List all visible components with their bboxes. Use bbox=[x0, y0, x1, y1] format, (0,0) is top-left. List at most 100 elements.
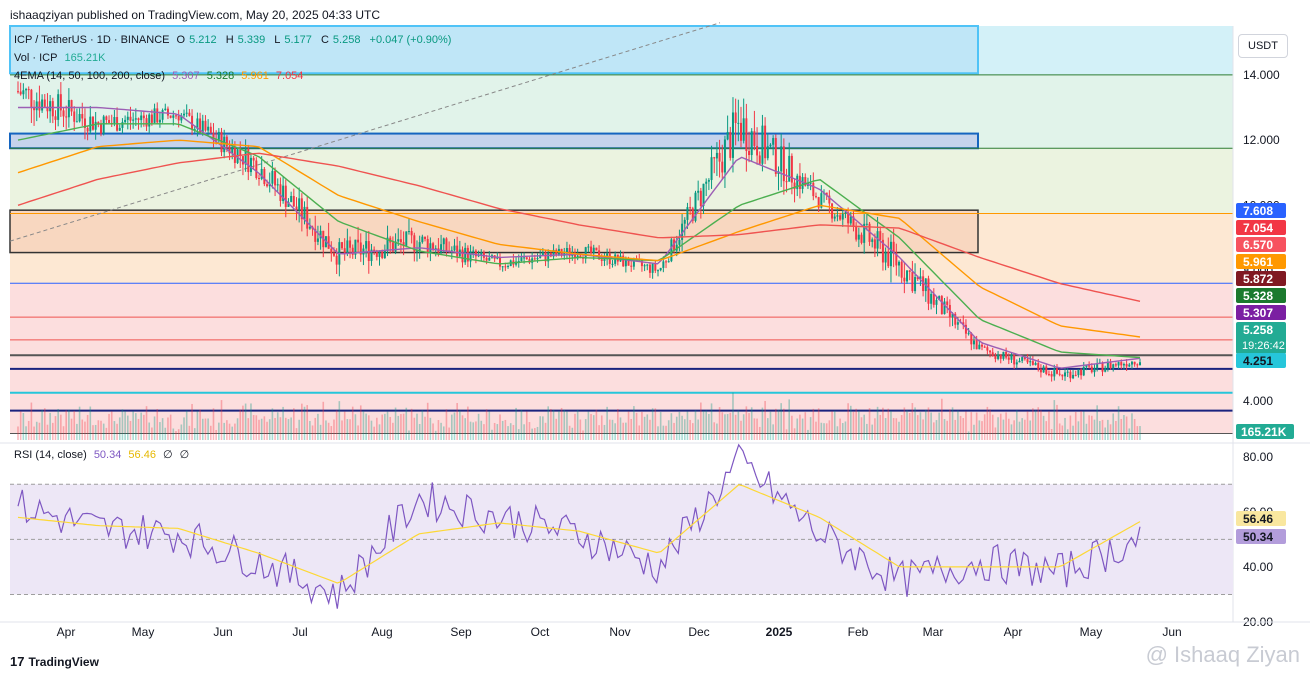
volume-bar bbox=[871, 424, 874, 440]
candle-body bbox=[271, 170, 274, 184]
volume-tag bbox=[1236, 424, 1294, 439]
candle-body bbox=[587, 246, 590, 248]
candle-body bbox=[169, 115, 172, 118]
volume-bar bbox=[1056, 404, 1058, 440]
candle-body bbox=[994, 355, 997, 359]
ema14-value: 5.307 bbox=[172, 70, 200, 82]
volume-bar bbox=[89, 406, 92, 440]
volume-bar bbox=[223, 422, 225, 440]
symbol-name[interactable]: ICP / TetherUS · 1D · BINANCE bbox=[14, 34, 170, 46]
time-axis-label: Nov bbox=[609, 625, 630, 639]
candle-body bbox=[555, 249, 558, 256]
volume-bar bbox=[991, 414, 994, 440]
rsi-label[interactable]: RSI (14, close) bbox=[14, 449, 87, 461]
candle-body bbox=[855, 226, 858, 240]
candle-body bbox=[1125, 363, 1128, 367]
volume-bar bbox=[199, 409, 201, 440]
price-tag bbox=[1236, 203, 1286, 218]
candle-body bbox=[648, 264, 651, 273]
candle-body bbox=[1069, 371, 1072, 379]
rsi-value: 50.34 bbox=[93, 449, 122, 461]
volume-bar bbox=[132, 411, 134, 440]
rsi-line bbox=[17, 443, 1141, 609]
volume-bar bbox=[1120, 418, 1123, 440]
volume-bar bbox=[405, 407, 408, 440]
volume-bar bbox=[1040, 410, 1042, 440]
candle-body bbox=[782, 146, 785, 182]
candle-body bbox=[19, 91, 22, 95]
candle-body bbox=[683, 219, 686, 224]
volume-bar bbox=[185, 410, 188, 440]
candle-body bbox=[670, 239, 673, 262]
volume-bar bbox=[724, 414, 726, 440]
volume-bar bbox=[512, 424, 515, 440]
candle-body bbox=[121, 122, 124, 128]
volume-bar bbox=[102, 423, 105, 440]
volume-bar bbox=[397, 415, 400, 440]
volume-bar bbox=[517, 429, 520, 440]
volume-bar bbox=[118, 417, 121, 440]
volume-bar bbox=[906, 410, 908, 440]
ema-label[interactable]: 4EMA (14, 50, 100, 200, close) bbox=[14, 70, 166, 82]
candle-body bbox=[351, 247, 354, 255]
candle-body bbox=[201, 120, 204, 133]
candle-body bbox=[41, 99, 44, 111]
candle-body bbox=[239, 149, 242, 157]
candle-body bbox=[161, 110, 164, 120]
candle-body bbox=[78, 114, 81, 122]
candle-body bbox=[480, 252, 483, 255]
candle-body bbox=[884, 251, 887, 263]
candle-body bbox=[501, 266, 504, 268]
candle-body bbox=[1104, 368, 1107, 372]
volume-label[interactable]: Vol · ICP bbox=[14, 52, 58, 64]
volume-bar bbox=[252, 415, 255, 440]
volume-bar bbox=[386, 411, 389, 440]
candle-body bbox=[678, 239, 681, 245]
candle-body bbox=[627, 258, 630, 266]
volume-bar bbox=[1090, 415, 1093, 440]
volume-bar bbox=[729, 412, 732, 440]
rsi-tag bbox=[1236, 529, 1286, 544]
candle-body bbox=[59, 94, 62, 111]
volume-bar bbox=[49, 412, 51, 440]
volume-bar bbox=[464, 418, 466, 440]
volume-bar bbox=[651, 408, 654, 440]
tradingview-logo[interactable]: 17 TradingView bbox=[10, 654, 99, 669]
volume-bar bbox=[930, 412, 932, 440]
candle-body bbox=[699, 190, 702, 206]
volume-bar bbox=[1021, 418, 1023, 440]
candle-body bbox=[1077, 369, 1080, 376]
volume-bar bbox=[451, 414, 453, 440]
volume-bar bbox=[742, 414, 745, 440]
volume-bar bbox=[346, 419, 349, 440]
candle-body bbox=[970, 333, 973, 345]
volume-bar bbox=[1099, 421, 1101, 440]
candle-body bbox=[723, 139, 726, 173]
candle-body bbox=[986, 347, 989, 351]
volume-bar bbox=[868, 408, 871, 440]
candle-body bbox=[879, 231, 882, 240]
candle-body bbox=[415, 250, 418, 252]
candle-body bbox=[598, 250, 601, 260]
candle-body bbox=[632, 258, 635, 267]
candle-body bbox=[1072, 374, 1075, 379]
volume-bar bbox=[370, 420, 373, 440]
candle-body bbox=[1093, 368, 1096, 373]
candle-body bbox=[780, 146, 783, 172]
candle-body bbox=[156, 108, 159, 123]
volume-bar bbox=[831, 411, 833, 440]
candle-body bbox=[153, 108, 156, 123]
volume-bar bbox=[445, 409, 448, 440]
volume-bar bbox=[196, 411, 199, 440]
volume-bar bbox=[758, 426, 761, 440]
candle-body bbox=[793, 182, 796, 190]
volume-bar bbox=[812, 408, 815, 440]
candle-body bbox=[785, 181, 788, 183]
candle-body bbox=[244, 148, 247, 165]
volume-bar bbox=[301, 403, 303, 440]
volume-bar bbox=[148, 422, 151, 440]
candle-body bbox=[1106, 362, 1109, 369]
currency-button[interactable]: USDT bbox=[1238, 34, 1288, 58]
high-label: H bbox=[225, 34, 234, 46]
